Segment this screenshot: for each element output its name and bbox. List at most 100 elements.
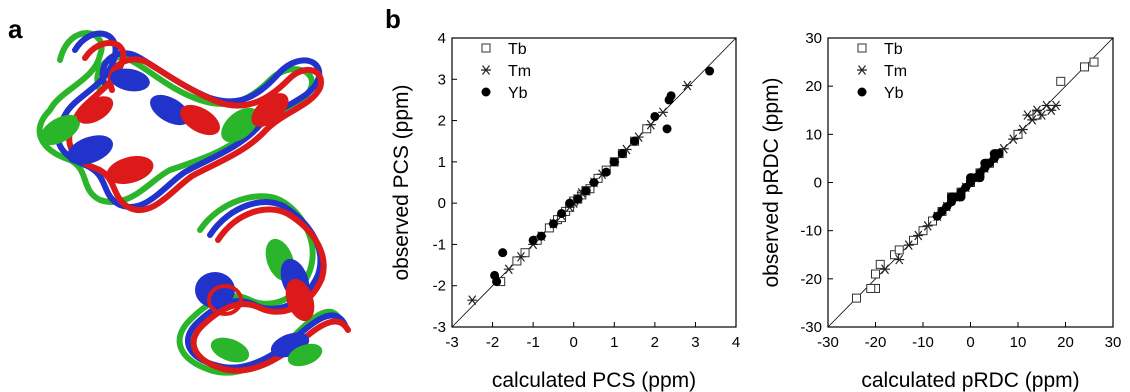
prdc-legend-label-tm: Tm <box>884 63 907 80</box>
prdc-point-tb <box>852 293 861 303</box>
pcs-legend-marker-tm <box>481 65 491 75</box>
prdc-point-yb <box>956 192 966 202</box>
pcs-x-tick-label: 4 <box>732 334 740 351</box>
pcs-y-tick-label: 1 <box>438 154 446 171</box>
prdc-point-yb <box>989 149 999 159</box>
prdc-x-axis-label: calculated pRDC (ppm) <box>861 369 1079 392</box>
prdc-legend-label-yb: Yb <box>884 85 904 102</box>
pcs-x-axis-label: calculated PCS (ppm) <box>492 369 696 392</box>
pcs-point-yb <box>589 178 599 187</box>
prdc-point-tb <box>1089 57 1099 67</box>
prdc-x-tick-label: 10 <box>1010 334 1027 351</box>
prdc-x-tick-label: 0 <box>966 334 974 351</box>
panel-label-a: a <box>8 14 23 44</box>
pcs-point-yb <box>557 208 567 218</box>
pcs-x-tick-label: -3 <box>445 334 458 351</box>
panel-label-b: b <box>385 4 401 34</box>
pcs-x-tick-label: -1 <box>526 334 539 351</box>
prdc-legend-label-tb: Tb <box>884 41 903 58</box>
pcs-y-tick-label: -1 <box>433 236 446 253</box>
prdc-point-tm <box>1027 115 1038 125</box>
prdc-point-tm <box>1036 110 1047 120</box>
pcs-point-yb <box>705 66 715 76</box>
pcs-point-yb <box>630 136 640 146</box>
prdc-point-tb <box>871 269 880 279</box>
prdc-y-tick-label: -30 <box>800 319 822 336</box>
prdc-y-tick-label: 20 <box>805 78 822 95</box>
prdc-point-tb <box>909 235 918 245</box>
prdc-point-tb <box>918 226 928 236</box>
prdc-point-tm <box>922 220 933 231</box>
pcs-point-yb <box>601 167 611 177</box>
prdc-point-tm <box>1041 100 1052 111</box>
pcs-legend-label-tb: Tb <box>508 41 527 58</box>
pcs-y-tick-label: 4 <box>438 30 446 47</box>
prdc-x-tick-label: 30 <box>1105 334 1122 351</box>
pcs-point-yb <box>548 219 558 229</box>
pcs-point-yb <box>666 91 676 101</box>
pcs-series-yb <box>490 66 715 287</box>
prdc-point-tb <box>875 259 885 269</box>
pcs-point-yb <box>609 157 619 167</box>
prdc-point-tb <box>890 250 899 260</box>
prdc-point-tm <box>880 264 890 275</box>
pcs-point-yb <box>498 248 508 258</box>
prdc-point-tm <box>913 230 924 241</box>
pcs-point-tm <box>503 264 514 275</box>
prdc-point-tb <box>928 216 937 226</box>
prdc-point-tb <box>866 283 876 293</box>
prdc-x-tick-label: -10 <box>912 334 934 351</box>
pcs-y-tick-label: 3 <box>438 71 446 88</box>
pcs-point-tm <box>515 251 526 262</box>
pcs-point-yb <box>490 270 500 280</box>
pcs-point-tm <box>645 119 656 130</box>
pcs-point-yb <box>581 186 591 196</box>
prdc-legend-marker-tm <box>857 65 867 75</box>
prdc-y-tick-label: 0 <box>814 175 822 192</box>
prdc-x-tick-label: -30 <box>817 334 839 351</box>
pcs-x-tick-label: 0 <box>570 334 578 351</box>
pcs-point-tm <box>467 295 478 306</box>
prdc-point-yb <box>980 158 990 168</box>
prdc-point-tm <box>1032 105 1042 116</box>
pcs-legend-marker-tb <box>481 43 491 53</box>
prdc-point-tb <box>1056 76 1066 86</box>
prdc-series-yb <box>932 149 1004 221</box>
protein-ribbon-structure <box>36 30 351 376</box>
pcs-y-tick-label: 2 <box>438 113 446 130</box>
prdc-point-tm <box>1022 110 1033 120</box>
prdc-point-tb <box>894 245 904 255</box>
pcs-y-tick-label: 0 <box>438 195 446 212</box>
prdc-point-tm <box>903 240 914 250</box>
pcs-legend-label-tm: Tm <box>508 63 531 80</box>
pcs-point-yb <box>536 231 546 241</box>
pcs-point-yb <box>617 149 627 159</box>
pcs-point-tm <box>682 80 693 91</box>
prdc-y-tick-label: -20 <box>800 271 822 288</box>
prdc-point-tb <box>1013 129 1023 139</box>
prdc-point-yb <box>975 173 985 183</box>
prdc-point-tm <box>1046 105 1057 116</box>
prdc-point-tm <box>894 254 905 265</box>
prdc-point-tm <box>1017 124 1028 135</box>
pcs-point-yb <box>565 198 575 208</box>
prdc-point-tm <box>1051 100 1061 111</box>
pcs-x-tick-label: 1 <box>610 334 618 351</box>
pcs-point-yb <box>650 111 660 121</box>
pcs-legend-label-yb: Yb <box>508 85 528 102</box>
prdc-point-tm <box>1008 134 1019 145</box>
prdc-point-tb <box>1080 62 1089 72</box>
pcs-point-yb <box>573 194 583 204</box>
pcs-chart: -3 -2 -1 0 1 2 3 4 -3 -2 -1 0 1 2 3 4 calculated PCS (pp… <box>390 30 740 392</box>
pcs-legend: Tb Tm Yb <box>481 41 531 102</box>
pcs-point-yb <box>528 235 538 245</box>
pcs-x-tick-label: -2 <box>486 334 499 351</box>
prdc-series-tm <box>880 100 1061 275</box>
prdc-x-tick-label: -20 <box>865 334 887 351</box>
prdc-chart: -30 -20 -10 0 10 20 30 -30 -20 -10 0 10 20 30 calculat… <box>760 30 1121 392</box>
pcs-y-tick-label: -2 <box>433 278 446 295</box>
helix-coils <box>40 68 323 367</box>
prdc-legend-marker-yb <box>857 87 867 97</box>
pcs-point-tm <box>657 107 668 118</box>
